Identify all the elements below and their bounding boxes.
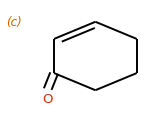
Text: (c): (c) [6,16,22,29]
Text: O: O [42,92,53,105]
